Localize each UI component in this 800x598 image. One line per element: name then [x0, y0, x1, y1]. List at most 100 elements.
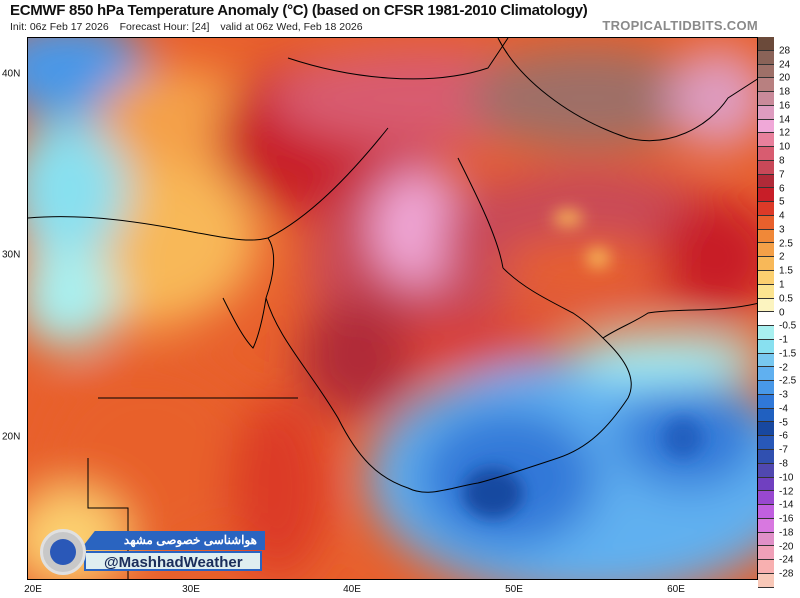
colorbar-bin	[758, 188, 774, 203]
colorbar-bin	[758, 215, 774, 230]
colorbar-bin	[758, 64, 774, 79]
colorbar-label: -2	[779, 362, 788, 374]
colorbar-label: 0.5	[779, 293, 793, 305]
colorbar-bin	[758, 147, 774, 161]
colorbar-label: -3	[779, 389, 788, 401]
colorbar-label: -4	[779, 403, 788, 415]
colorbar-bin	[758, 505, 774, 519]
colorbar-label: -1.5	[779, 348, 797, 360]
map-subtitle: Init: 06z Feb 17 2026 Forecast Hour: [24…	[10, 21, 371, 33]
colorbar-bin	[758, 174, 774, 189]
colorbar-label: -5	[779, 417, 788, 429]
colorbar-bin	[758, 312, 774, 327]
colorbar-bin	[758, 532, 774, 547]
x-axis-label: 20E	[24, 584, 42, 595]
colorbar-bin	[758, 408, 774, 423]
colorbar-label: -0.5	[779, 320, 797, 332]
colorbar-label: -1	[779, 334, 788, 346]
colorbar-bin	[758, 92, 774, 106]
map-title: ECMWF 850 hPa Temperature Anomaly (°C) (…	[10, 2, 588, 19]
colorbar-bin	[758, 202, 774, 216]
watermark: هواشناسی خصوصی مشهد @MashhadWeather	[40, 527, 265, 579]
colorbar-bin	[758, 78, 774, 93]
colorbar-label: 2.5	[779, 238, 793, 250]
forecast-hour: Forecast Hour: [24]	[119, 21, 210, 33]
colorbar-bin	[758, 339, 774, 354]
colorbar-label: 14	[779, 114, 791, 126]
colorbar-label: 5	[779, 196, 785, 208]
colorbar-label: 18	[779, 86, 791, 98]
colorbar-label: 16	[779, 100, 791, 112]
anomaly-field	[28, 38, 757, 579]
colorbar-label: 2	[779, 251, 785, 263]
colorbar-label: -28	[779, 568, 794, 580]
watermark-handle: @MashhadWeather	[84, 551, 262, 571]
colorbar-bin	[758, 477, 774, 492]
x-axis-label: 50E	[505, 584, 523, 595]
colorbar-label: -6	[779, 430, 788, 442]
colorbar-label: 24	[779, 59, 791, 71]
colorbar-bin	[758, 436, 774, 450]
colorbar-label: 20	[779, 72, 791, 84]
colorbar-bin	[758, 105, 774, 120]
colorbar-bin	[758, 422, 774, 437]
colorbar-bin	[758, 449, 774, 464]
colorbar-bin	[758, 518, 774, 533]
colorbar-bin	[758, 546, 774, 561]
y-axis-label: 40N	[2, 68, 21, 80]
colorbar-bin	[758, 573, 774, 588]
watermark-logo-icon	[40, 529, 86, 575]
valid-time: valid at 06z Wed, Feb 18 2026	[220, 21, 363, 33]
colorbar-bin	[758, 50, 774, 65]
watermark-name: هواشناسی خصوصی مشهد	[80, 531, 265, 550]
colorbar-label: 1.5	[779, 265, 793, 277]
colorbar-bin	[758, 37, 774, 51]
colorbar-bin	[758, 491, 774, 506]
y-axis-label: 30N	[2, 249, 21, 261]
colorbar-bin	[758, 271, 774, 285]
colorbar-bin	[758, 367, 774, 382]
colorbar-bin	[758, 326, 774, 340]
colorbar-label: -24	[779, 554, 794, 566]
init-time: Init: 06z Feb 17 2026	[10, 21, 109, 33]
colorbar-label: 6	[779, 183, 785, 195]
colorbar-bin	[758, 284, 774, 299]
colorbar	[758, 37, 774, 588]
brand-label: TROPICALTIDBITS.COM	[602, 18, 758, 33]
colorbar-label: -12	[779, 486, 794, 498]
colorbar-label: 8	[779, 155, 785, 167]
colorbar-label: 10	[779, 141, 791, 153]
colorbar-bin	[758, 298, 774, 313]
x-axis-label: 60E	[667, 584, 685, 595]
colorbar-label: 28	[779, 45, 791, 57]
colorbar-bin	[758, 257, 774, 272]
colorbar-label: 7	[779, 169, 785, 181]
colorbar-label: 4	[779, 210, 785, 222]
colorbar-label: -7	[779, 444, 788, 456]
colorbar-label: -20	[779, 541, 794, 553]
colorbar-bin	[758, 353, 774, 368]
colorbar-label: 12	[779, 127, 791, 139]
colorbar-label: -2.5	[779, 375, 797, 387]
colorbar-bin	[758, 560, 774, 574]
coastlines	[28, 38, 757, 579]
colorbar-bin	[758, 394, 774, 409]
colorbar-label: -14	[779, 499, 794, 511]
colorbar-bin	[758, 229, 774, 244]
colorbar-label: -16	[779, 513, 794, 525]
temperature-anomaly-map	[27, 37, 758, 580]
colorbar-bin	[758, 160, 774, 175]
colorbar-label: -18	[779, 527, 794, 539]
colorbar-bin	[758, 119, 774, 134]
y-axis-label: 20N	[2, 431, 21, 443]
colorbar-bin	[758, 133, 774, 148]
colorbar-bin	[758, 463, 774, 478]
colorbar-label: 3	[779, 224, 785, 236]
x-axis-label: 30E	[182, 584, 200, 595]
x-axis-label: 40E	[343, 584, 361, 595]
colorbar-label: -10	[779, 472, 794, 484]
colorbar-label: 0	[779, 307, 785, 318]
colorbar-label: 1	[779, 279, 785, 291]
colorbar-bin	[758, 243, 774, 258]
colorbar-bin	[758, 381, 774, 395]
